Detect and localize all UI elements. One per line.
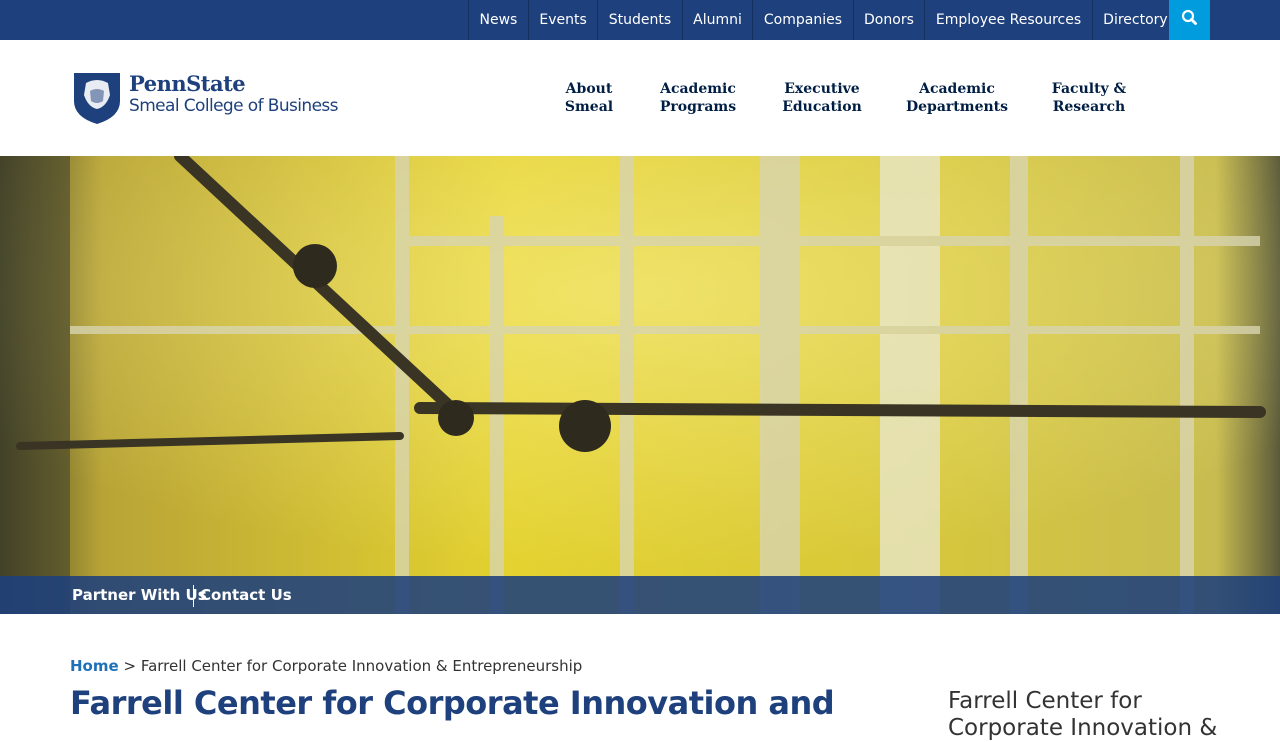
utility-link[interactable]: Companies [752,0,852,40]
sidebar-title: Farrell Center for Corporate Innovation … [948,688,1218,741]
hero-links: Partner With Us Contact Us [0,576,1280,614]
nav-line: Faculty & [1051,81,1127,97]
utility-links: News Events Students Alumni Companies Do… [468,0,1178,40]
lion-shield [74,73,120,124]
nav-line: Academic [919,81,995,97]
breadcrumb-home[interactable]: Home [70,657,119,675]
utility-link[interactable]: Events [527,0,597,40]
header: PennState Smeal College of Business Abou… [0,40,1280,156]
hero-image [0,156,1280,614]
nav-line: About [565,81,613,97]
nav-line: Education [782,99,862,115]
nav-line: Smeal [564,99,614,115]
hero-link[interactable]: Partner With Us [72,586,207,604]
utility-link[interactable]: Directory [1091,0,1179,40]
main-nav-item[interactable]: About Smeal [565,80,613,116]
divider [193,585,194,607]
hero: Partner With Us Contact Us [0,156,1280,614]
hero-link[interactable]: Contact Us [200,586,292,604]
search-button[interactable] [1169,0,1210,40]
college-name: Smeal College of Business [129,96,339,116]
utility-link[interactable]: Donors [852,0,925,40]
utility-link[interactable]: Alumni [681,0,753,40]
main-nav-item[interactable]: Academic Departments [906,80,1008,116]
wordmark: PennState [129,71,246,96]
nav-line: Executive [784,81,860,97]
utility-link[interactable]: News [468,0,528,40]
utility-link[interactable]: Students [597,0,681,40]
page-title: Farrell Center for Corporate Innovation … [70,684,835,722]
nav-line: Academic [660,81,736,97]
main-nav-item[interactable]: Executive Education [782,80,862,116]
nav-line: Programs [659,99,737,115]
breadcrumb-current: Farrell Center for Corporate Innovation … [140,657,583,675]
main-nav-item[interactable]: Academic Programs [660,80,736,116]
breadcrumb-separator: > [123,657,137,675]
utility-link[interactable]: Employee Resources [924,0,1091,40]
nav-line: Departments [906,99,1008,115]
utility-bar: News Events Students Alumni Companies Do… [0,0,1280,40]
nav-line: Research [1052,99,1126,115]
main-nav-item[interactable]: Faculty & Research [1052,80,1126,116]
search-icon [1181,9,1197,25]
breadcrumb: Home > Farrell Center for Corporate Inno… [70,657,582,675]
